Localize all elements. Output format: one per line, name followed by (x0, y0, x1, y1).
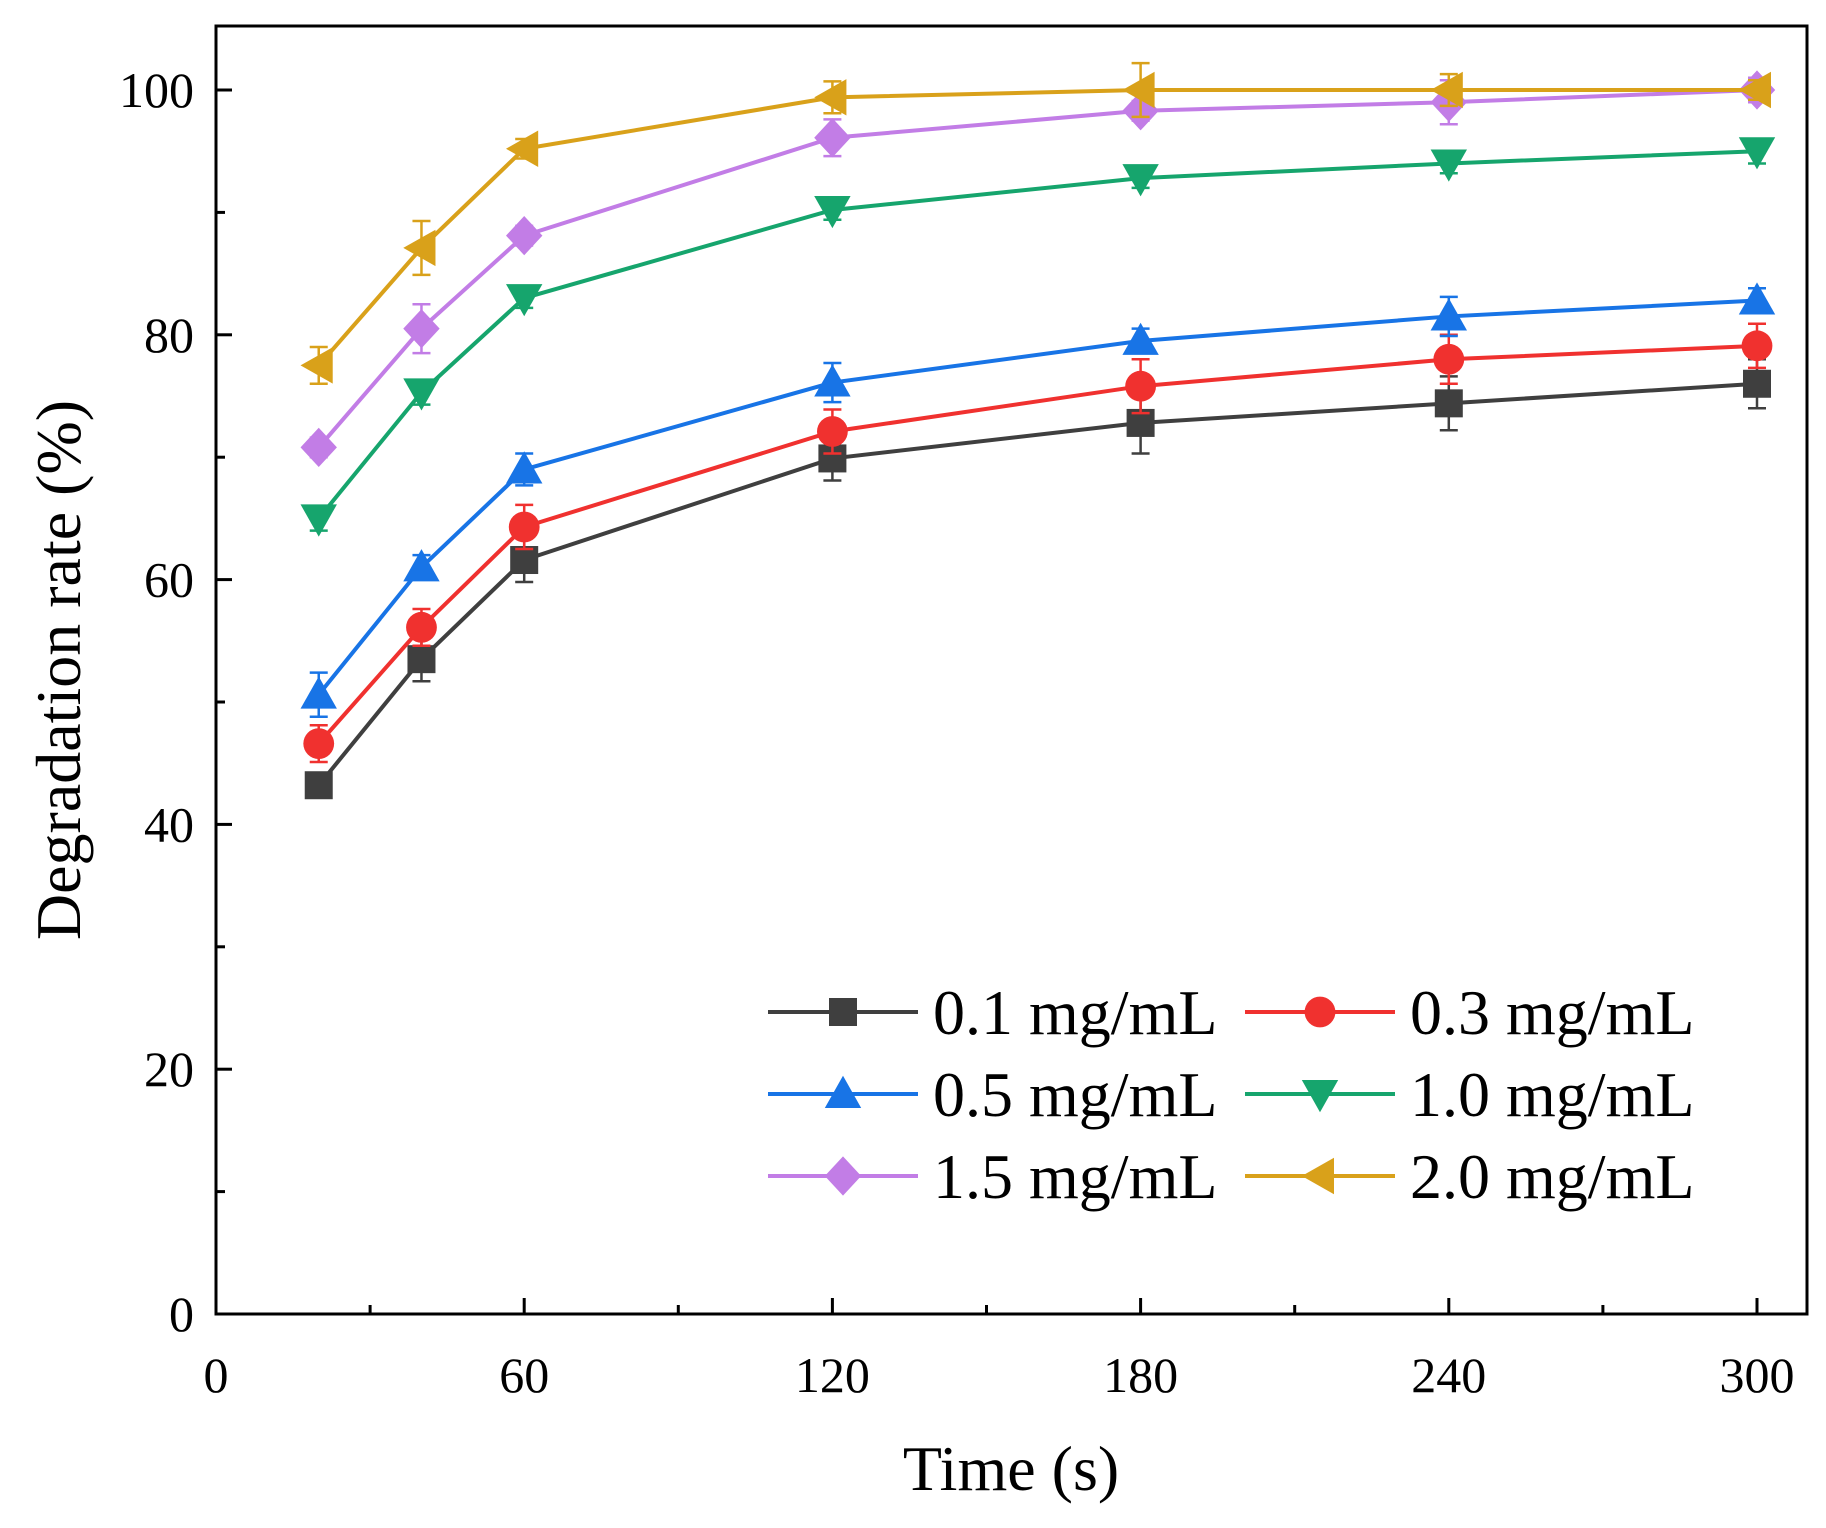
legend-label: 1.5 mg/mL (933, 1141, 1217, 1212)
data-point (506, 216, 543, 256)
data-point (403, 378, 440, 411)
x-tick-label: 0 (204, 1347, 229, 1403)
legend-marker (1301, 1080, 1339, 1113)
series-2-0-mg-mL (300, 61, 1771, 386)
data-point (406, 611, 437, 643)
legend-item: 1.5 mg/mL (768, 1141, 1217, 1212)
legend-marker (824, 1156, 862, 1196)
data-point (1434, 389, 1463, 418)
data-point (814, 364, 851, 397)
series-line (317, 298, 1758, 696)
data-point (510, 546, 539, 575)
series-line (317, 343, 1758, 745)
data-point (1122, 71, 1155, 109)
data-point (1122, 322, 1159, 355)
series-1-0-mg-mL (300, 137, 1776, 537)
x-axis-label: Time (s) (903, 1433, 1119, 1504)
data-point (1738, 71, 1771, 109)
legend-label: 2.0 mg/mL (1410, 1141, 1694, 1212)
y-tick-label: 20 (144, 1041, 194, 1097)
legend-label: 0.5 mg/mL (933, 1059, 1217, 1130)
legend-item: 2.0 mg/mL (1245, 1141, 1694, 1212)
data-point (1430, 149, 1467, 182)
x-tick-label: 240 (1411, 1347, 1486, 1403)
data-point (1738, 137, 1776, 170)
data-point (303, 728, 335, 760)
data-point (300, 676, 337, 709)
data-point (506, 130, 539, 167)
data-point (814, 195, 851, 229)
plot-marks (300, 61, 1776, 800)
data-point (814, 79, 847, 116)
data-point (817, 416, 848, 447)
legend-item: 0.1 mg/mL (768, 977, 1217, 1048)
data-point (403, 229, 436, 267)
legend-marker (1301, 1157, 1334, 1195)
legend-label: 0.3 mg/mL (1410, 977, 1694, 1048)
data-point (1122, 164, 1159, 197)
data-point (1433, 343, 1465, 375)
data-point (1743, 369, 1771, 398)
data-point (300, 427, 337, 468)
y-tick-label: 0 (169, 1286, 194, 1342)
data-point (506, 284, 543, 317)
data-point (1738, 282, 1776, 315)
legend-label: 1.0 mg/mL (1410, 1059, 1694, 1130)
data-point (1430, 298, 1467, 331)
data-point (814, 118, 851, 158)
legend: 0.1 mg/mL 0.3 mg/mL 0.5 mg/mL 1.0 mg/mL 1.5 … (768, 977, 1694, 1212)
data-point (1430, 71, 1463, 109)
data-point (403, 549, 440, 582)
x-tick-label: 60 (499, 1347, 549, 1403)
series-line (317, 149, 1758, 520)
y-tick-label: 60 (144, 552, 194, 608)
data-point (407, 645, 436, 674)
data-point (1741, 330, 1773, 362)
legend-item: 1.0 mg/mL (1245, 1059, 1694, 1130)
legend-item: 0.5 mg/mL (768, 1059, 1217, 1130)
data-point (508, 511, 540, 543)
data-point (300, 504, 337, 537)
x-tick-label: 120 (795, 1347, 870, 1403)
plot-frame (214, 24, 1809, 1316)
data-point (506, 451, 543, 484)
data-point (1125, 370, 1156, 402)
data-point (403, 309, 440, 349)
series-0-3-mg-mL (303, 322, 1773, 764)
legend-marker (1304, 996, 1336, 1028)
y-axis-label: Degradation rate (%) (23, 400, 94, 940)
y-tick-label: 40 (144, 796, 194, 852)
series-line (317, 381, 1758, 787)
legend-marker (824, 1075, 862, 1108)
legend-item: 0.3 mg/mL (1245, 977, 1694, 1048)
legend-marker (829, 998, 857, 1026)
series-1-5-mg-mL (300, 70, 1776, 468)
data-point (304, 771, 333, 800)
y-tick-label: 80 (144, 307, 194, 363)
data-point (300, 347, 333, 384)
x-tick-label: 300 (1720, 1347, 1795, 1403)
series-0-1-mg-mL (304, 358, 1771, 800)
legend-label: 0.1 mg/mL (933, 977, 1217, 1048)
x-tick-label: 180 (1103, 1347, 1178, 1403)
series-0-5-mg-mL (300, 282, 1776, 718)
y-tick-label: 100 (119, 62, 194, 118)
axes: 0 60 120 180 240 300 0 20 40 60 80 100 (119, 62, 1795, 1403)
